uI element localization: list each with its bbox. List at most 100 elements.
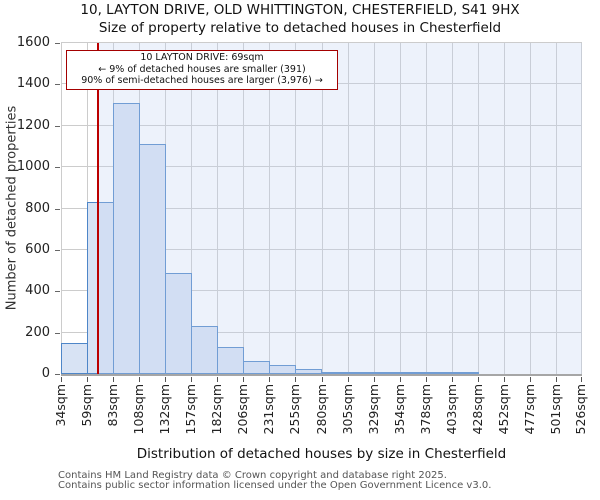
x-axis-title: Distribution of detached houses by size …	[136, 446, 507, 462]
annotation-line-2: ← 9% of detached houses are smaller (391…	[98, 63, 306, 75]
v-gridline	[61, 43, 62, 374]
y-tick-mark	[55, 374, 60, 375]
y-tick-mark	[55, 291, 60, 293]
v-gridline	[348, 43, 349, 374]
histogram-bar	[139, 144, 167, 374]
x-tick-label: 83sqm	[105, 384, 120, 427]
v-gridline	[426, 43, 427, 374]
histogram-bar	[295, 369, 323, 374]
y-tick-label: 1400	[16, 76, 50, 92]
histogram-bar	[113, 103, 141, 374]
chart-subtitle: Size of property relative to detached ho…	[98, 20, 502, 36]
x-tick-mark	[322, 377, 323, 382]
annotation-box: 10 LAYTON DRIVE: 69sqm ← 9% of detached …	[66, 50, 338, 90]
v-gridline	[243, 43, 244, 374]
x-tick-label: 477sqm	[522, 384, 537, 435]
plot-area	[61, 42, 582, 376]
h-gridline	[61, 248, 582, 250]
y-tick-label: 1200	[16, 117, 50, 133]
x-tick-mark	[139, 377, 140, 382]
histogram-bar	[217, 347, 245, 374]
h-gridline	[61, 42, 582, 43]
v-gridline	[452, 43, 453, 374]
histogram-bar	[61, 343, 89, 374]
v-gridline	[530, 43, 531, 374]
x-tick-mark	[165, 377, 166, 382]
y-tick-label: 400	[25, 283, 50, 299]
v-gridline	[217, 43, 218, 374]
v-gridline	[374, 43, 375, 374]
v-gridline	[322, 43, 323, 374]
y-tick-label: 200	[25, 324, 50, 340]
h-gridline	[61, 166, 582, 168]
histogram-bar	[451, 372, 479, 374]
x-tick-mark	[217, 377, 218, 382]
y-tick-mark	[55, 125, 60, 127]
x-tick-label: 378sqm	[418, 384, 433, 435]
x-tick-label: 403sqm	[444, 384, 459, 435]
v-gridline	[191, 43, 192, 374]
histogram-bar	[165, 273, 193, 374]
shade-region	[97, 43, 582, 374]
x-tick-label: 452sqm	[496, 384, 511, 435]
x-tick-mark	[581, 377, 582, 382]
v-gridline	[581, 43, 582, 374]
v-gridline	[295, 43, 296, 374]
annotation-line-3: 90% of semi-detached houses are larger (…	[81, 75, 323, 86]
x-tick-label: 34sqm	[53, 384, 68, 427]
v-gridline	[400, 43, 401, 374]
x-tick-label: 255sqm	[287, 384, 302, 435]
y-tick-mark	[55, 167, 60, 169]
x-tick-mark	[530, 377, 531, 382]
x-tick-mark	[426, 377, 427, 382]
x-tick-mark	[269, 377, 270, 382]
chart-title: 10, LAYTON DRIVE, OLD WHITTINGTON, CHEST…	[80, 2, 520, 18]
v-gridline	[478, 43, 479, 374]
footer-line-2: Contains public sector information licen…	[58, 480, 492, 491]
x-tick-mark	[113, 377, 114, 382]
x-tick-label: 132sqm	[157, 384, 172, 435]
h-gridline	[61, 290, 582, 292]
property-marker-line	[96, 43, 99, 374]
x-tick-mark	[374, 377, 375, 382]
x-tick-mark	[87, 377, 88, 382]
y-tick-label: 0	[41, 366, 50, 381]
x-tick-mark	[61, 377, 62, 382]
v-gridline	[504, 43, 505, 374]
h-gridline	[61, 124, 582, 126]
y-tick-label: 1600	[16, 35, 50, 50]
x-tick-label: 206sqm	[235, 384, 250, 435]
x-tick-mark	[243, 377, 244, 382]
footer-line-1: Contains HM Land Registry data © Crown c…	[58, 470, 447, 481]
x-tick-mark	[452, 377, 453, 382]
y-tick-label: 1000	[16, 159, 50, 175]
y-tick-mark	[55, 249, 60, 251]
x-tick-mark	[556, 377, 557, 382]
x-tick-label: 280sqm	[314, 384, 329, 435]
h-gridline	[61, 331, 582, 333]
y-tick-label: 600	[25, 241, 50, 257]
x-tick-label: 305sqm	[340, 384, 355, 435]
x-tick-mark	[478, 377, 479, 382]
h-gridline	[61, 207, 582, 209]
v-gridline	[556, 43, 557, 374]
y-tick-mark	[55, 208, 60, 210]
y-tick-label: 800	[25, 200, 50, 216]
annotation-line-1: 10 LAYTON DRIVE: 69sqm	[140, 52, 264, 63]
x-tick-label: 526sqm	[573, 384, 588, 435]
v-gridline	[269, 43, 270, 374]
x-tick-label: 501sqm	[548, 384, 563, 435]
y-tick-mark	[55, 84, 60, 86]
x-tick-label: 354sqm	[392, 384, 407, 435]
x-tick-label: 157sqm	[183, 384, 198, 435]
x-tick-mark	[295, 377, 296, 382]
x-tick-mark	[191, 377, 192, 382]
x-tick-mark	[504, 377, 505, 382]
x-tick-label: 329sqm	[366, 384, 381, 435]
x-tick-mark	[348, 377, 349, 382]
x-tick-label: 428sqm	[470, 384, 485, 435]
x-tick-label: 231sqm	[261, 384, 276, 435]
x-tick-label: 182sqm	[209, 384, 224, 435]
x-tick-label: 108sqm	[131, 384, 146, 435]
